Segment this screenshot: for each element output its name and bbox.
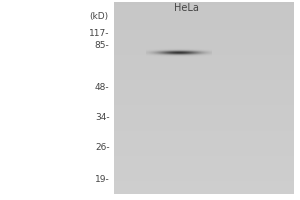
Text: 117-: 117- <box>89 28 110 38</box>
Text: 85-: 85- <box>95 42 110 50</box>
Text: (kD): (kD) <box>89 12 108 21</box>
Text: HeLa: HeLa <box>174 3 198 13</box>
Text: 26-: 26- <box>95 142 110 152</box>
Text: 48-: 48- <box>95 83 110 92</box>
Text: 19-: 19- <box>95 174 110 184</box>
Text: 34-: 34- <box>95 112 110 121</box>
